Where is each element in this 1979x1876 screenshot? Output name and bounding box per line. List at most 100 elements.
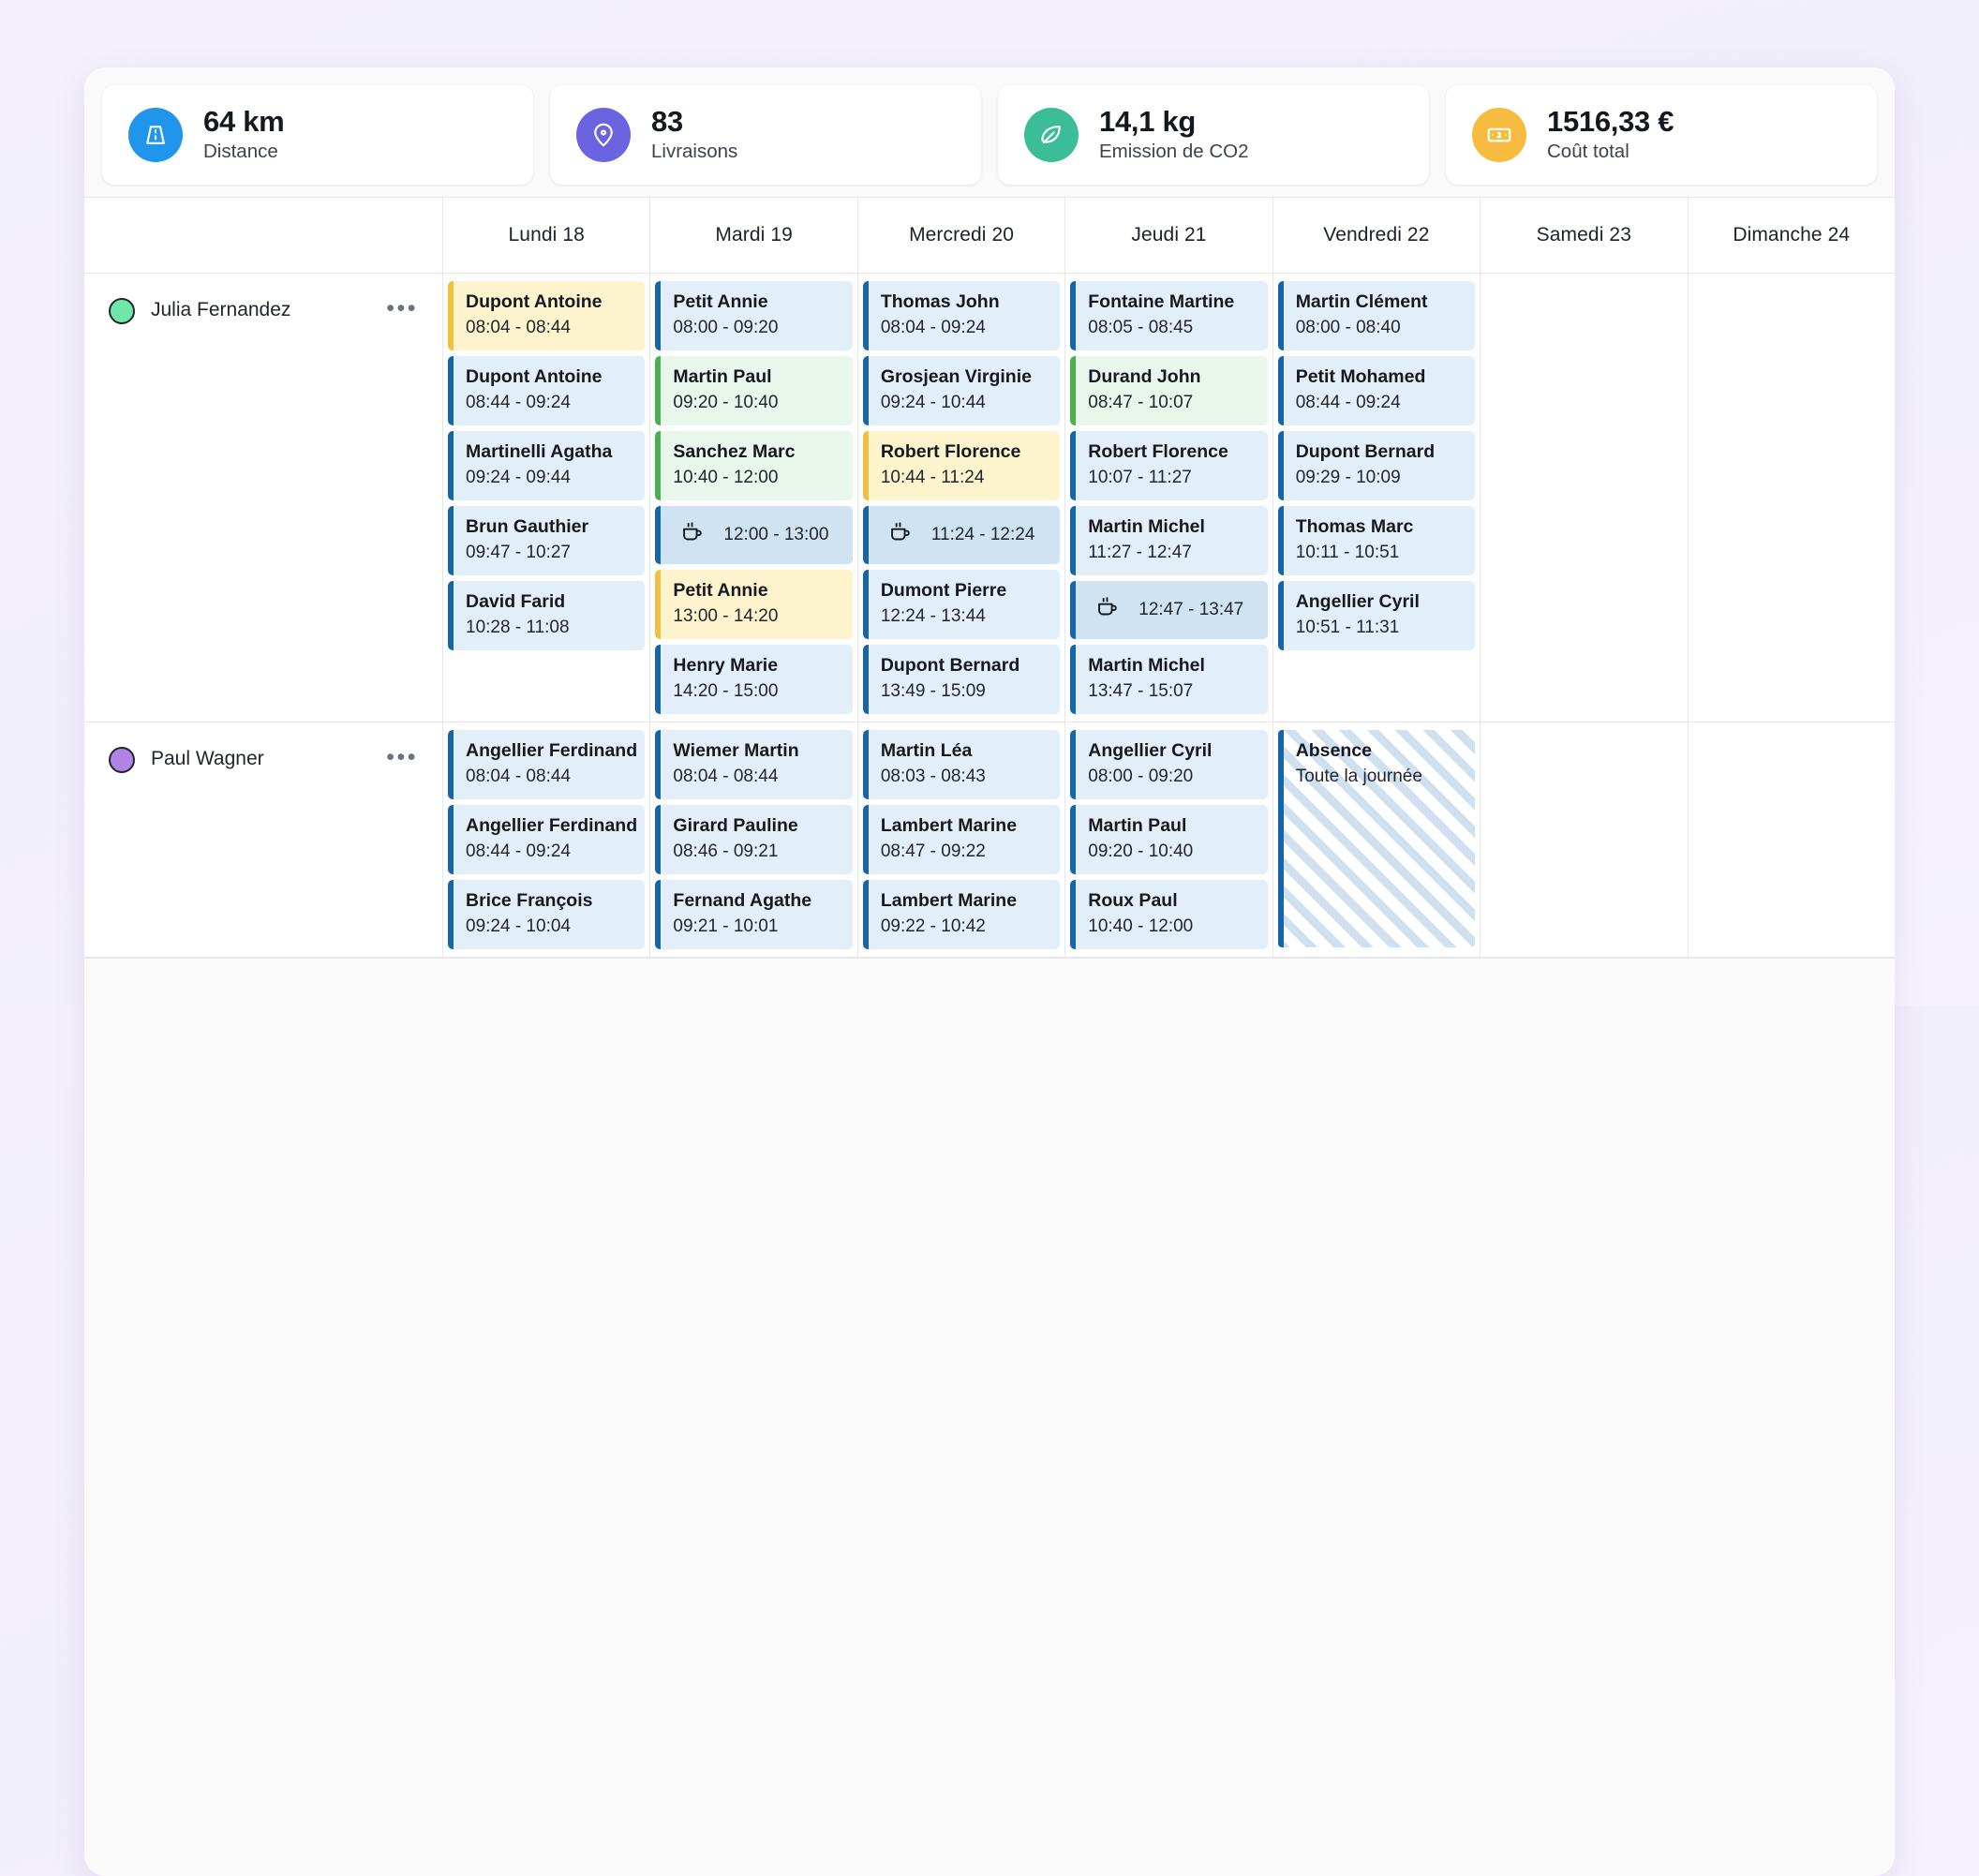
delivery-event[interactable]: Martin Paul 09:20 - 10:40 bbox=[1070, 804, 1268, 874]
day-cell[interactable] bbox=[1481, 722, 1689, 957]
day-header-3[interactable]: Jeudi 21 bbox=[1065, 198, 1273, 273]
event-title: Dupont Antoine bbox=[466, 365, 603, 387]
day-cell[interactable]: Petit Annie 08:00 - 09:20 Martin Paul 09:20… bbox=[650, 274, 858, 722]
day-header-1[interactable]: Mardi 19 bbox=[650, 198, 858, 273]
delivery-event[interactable]: Martin Michel 11:27 - 12:47 bbox=[1070, 505, 1268, 575]
delivery-event[interactable]: Martin Michel 13:47 - 15:07 bbox=[1070, 644, 1268, 714]
event-time: 11:24 - 12:24 bbox=[930, 524, 1035, 544]
day-cell[interactable]: Martin Léa 08:03 - 08:43 Lambert Marine 08:… bbox=[858, 722, 1066, 957]
stat-label: Coût total bbox=[1547, 141, 1629, 163]
day-cell[interactable]: Angellier Cyril 08:00 - 09:20 Martin Paul 0… bbox=[1065, 722, 1273, 957]
event-time: 09:24 - 09:44 bbox=[466, 468, 571, 488]
event-time: 08:47 - 10:07 bbox=[1088, 393, 1194, 413]
stat-card-livraisons: 83 Livraisons bbox=[550, 85, 981, 185]
day-header-2[interactable]: Mercredi 20 bbox=[858, 198, 1066, 273]
delivery-event[interactable]: Martinelli Agatha 09:24 - 09:44 bbox=[448, 430, 646, 500]
day-header-6[interactable]: Dimanche 24 bbox=[1689, 198, 1895, 273]
event-title: Dupont Bernard bbox=[1295, 440, 1436, 462]
delivery-event[interactable]: Lambert Marine 08:47 - 09:22 bbox=[862, 804, 1061, 874]
break-event[interactable]: 12:00 - 13:00 bbox=[655, 505, 853, 564]
resource-name: Paul Wagner bbox=[151, 747, 264, 769]
delivery-event[interactable]: Grosjean Virginie 09:24 - 10:44 bbox=[862, 355, 1061, 425]
delivery-event[interactable]: Robert Florence 10:07 - 11:27 bbox=[1070, 430, 1268, 500]
event-title: Petit Annie bbox=[673, 579, 768, 601]
delivery-event[interactable]: Henry Marie 14:20 - 15:00 bbox=[655, 644, 853, 714]
delivery-event[interactable]: Dumont Pierre 12:24 - 13:44 bbox=[862, 569, 1061, 639]
event-time: 08:04 - 09:24 bbox=[880, 318, 986, 338]
delivery-event[interactable]: Roux Paul 10:40 - 12:00 bbox=[1070, 879, 1268, 949]
break-event[interactable]: 12:47 - 13:47 bbox=[1070, 580, 1268, 639]
delivery-event[interactable]: Dupont Bernard 13:49 - 15:09 bbox=[862, 644, 1061, 714]
day-header-label: Mardi 19 bbox=[715, 224, 793, 246]
day-header-4[interactable]: Vendredi 22 bbox=[1273, 198, 1481, 273]
event-title: Martin Léa bbox=[880, 739, 973, 761]
delivery-event[interactable]: Sanchez Marc 10:40 - 12:00 bbox=[655, 430, 853, 500]
event-time: 13:00 - 14:20 bbox=[673, 606, 779, 627]
delivery-event[interactable]: Angellier Cyril 08:00 - 09:20 bbox=[1070, 729, 1268, 799]
delivery-event[interactable]: Durand John 08:47 - 10:07 bbox=[1070, 355, 1268, 425]
banknote-icon bbox=[1472, 108, 1526, 162]
delivery-event[interactable]: Girard Pauline 08:46 - 09:21 bbox=[655, 804, 853, 874]
delivery-event[interactable]: Dupont Antoine 08:04 - 08:44 bbox=[448, 281, 646, 350]
event-title: Grosjean Virginie bbox=[880, 365, 1032, 387]
day-cell[interactable]: Martin Clément 08:00 - 08:40 Petit Mohamed… bbox=[1273, 274, 1481, 722]
delivery-event[interactable]: Lambert Marine 09:22 - 10:42 bbox=[862, 879, 1061, 949]
event-title: Robert Florence bbox=[1088, 440, 1228, 462]
day-cell[interactable] bbox=[1689, 722, 1895, 957]
delivery-event[interactable]: Angellier Cyril 10:51 - 11:31 bbox=[1277, 580, 1476, 650]
event-title: Angellier Ferdinand bbox=[466, 814, 638, 836]
delivery-event[interactable]: Angellier Ferdinand 08:04 - 08:44 bbox=[448, 729, 646, 799]
delivery-event[interactable]: Petit Annie 13:00 - 14:20 bbox=[655, 569, 853, 639]
event-time: 08:44 - 09:24 bbox=[466, 841, 571, 862]
delivery-event[interactable]: Brun Gauthier 09:47 - 10:27 bbox=[448, 505, 646, 575]
delivery-event[interactable]: Fernand Agathe 09:21 - 10:01 bbox=[655, 879, 853, 949]
event-time: 10:07 - 11:27 bbox=[1088, 468, 1192, 488]
road-icon bbox=[128, 108, 183, 162]
delivery-event[interactable]: Dupont Antoine 08:44 - 09:24 bbox=[448, 355, 646, 425]
day-cell[interactable]: Dupont Antoine 08:04 - 08:44 Dupont Antoin… bbox=[443, 274, 651, 722]
delivery-event[interactable]: Thomas Marc 10:11 - 10:51 bbox=[1277, 505, 1476, 575]
day-cell[interactable]: Fontaine Martine 08:05 - 08:45 Durand John… bbox=[1065, 274, 1273, 722]
event-title: Durand John bbox=[1088, 365, 1201, 387]
event-title: Lambert Marine bbox=[880, 814, 1018, 836]
calendar-header-row: Lundi 18 Mardi 19 Mercredi 20 Jeudi 21 Vendr… bbox=[84, 198, 1895, 274]
delivery-event[interactable]: Fontaine Martine 08:05 - 08:45 bbox=[1070, 281, 1268, 350]
day-cell[interactable] bbox=[1689, 274, 1895, 722]
stat-value: 14,1 kg bbox=[1099, 105, 1197, 139]
resource-options-menu-icon[interactable]: ••• bbox=[386, 743, 418, 770]
delivery-event[interactable]: Robert Florence 10:44 - 11:24 bbox=[862, 430, 1061, 500]
delivery-event[interactable]: Wiemer Martin 08:04 - 08:44 bbox=[655, 729, 853, 799]
resource-options-menu-icon[interactable]: ••• bbox=[386, 295, 418, 321]
delivery-event[interactable]: Martin Léa 08:03 - 08:43 bbox=[862, 729, 1061, 799]
event-title: Martinelli Agatha bbox=[466, 440, 613, 462]
day-header-5[interactable]: Samedi 23 bbox=[1481, 198, 1689, 273]
stat-card-emission-de-co2: 14,1 kg Emission de CO2 bbox=[998, 85, 1429, 185]
day-cell[interactable]: Wiemer Martin 08:04 - 08:44 Girard Pauline… bbox=[650, 722, 858, 957]
delivery-event[interactable]: Martin Paul 09:20 - 10:40 bbox=[655, 355, 853, 425]
delivery-event[interactable]: David Farid 10:28 - 11:08 bbox=[448, 580, 646, 650]
event-time: 11:27 - 12:47 bbox=[1088, 543, 1192, 563]
stat-label: Livraisons bbox=[651, 141, 738, 163]
event-time: 08:44 - 09:24 bbox=[466, 393, 571, 413]
delivery-event[interactable]: Petit Annie 08:00 - 09:20 bbox=[655, 281, 853, 350]
event-time: 08:04 - 08:44 bbox=[673, 767, 779, 787]
event-title: Lambert Marine bbox=[880, 889, 1018, 911]
event-time: 09:20 - 10:40 bbox=[1088, 841, 1194, 862]
event-time: 08:44 - 09:24 bbox=[1295, 393, 1401, 413]
day-cell[interactable] bbox=[1481, 274, 1689, 722]
delivery-event[interactable]: Dupont Bernard 09:29 - 10:09 bbox=[1277, 430, 1476, 500]
event-time: 09:24 - 10:44 bbox=[880, 393, 986, 413]
delivery-event[interactable]: Thomas John 08:04 - 09:24 bbox=[862, 281, 1061, 350]
event-title: Martin Clément bbox=[1295, 291, 1428, 312]
delivery-event[interactable]: Petit Mohamed 08:44 - 09:24 bbox=[1277, 355, 1476, 425]
day-cell[interactable]: Absence Toute la journée bbox=[1273, 722, 1481, 957]
day-cell[interactable]: Angellier Ferdinand 08:04 - 08:44 Angellie… bbox=[443, 722, 651, 957]
day-header-0[interactable]: Lundi 18 bbox=[443, 198, 651, 273]
delivery-event[interactable]: Brice François 09:24 - 10:04 bbox=[448, 879, 646, 949]
delivery-event[interactable]: Martin Clément 08:00 - 08:40 bbox=[1277, 281, 1476, 350]
break-event[interactable]: 11:24 - 12:24 bbox=[862, 505, 1061, 564]
delivery-event[interactable]: Angellier Ferdinand 08:44 - 09:24 bbox=[448, 804, 646, 874]
day-cell[interactable]: Thomas John 08:04 - 09:24 Grosjean Virgini… bbox=[858, 274, 1066, 722]
event-title: Dumont Pierre bbox=[880, 579, 1007, 601]
absence-event[interactable]: Absence Toute la journée bbox=[1277, 729, 1476, 947]
